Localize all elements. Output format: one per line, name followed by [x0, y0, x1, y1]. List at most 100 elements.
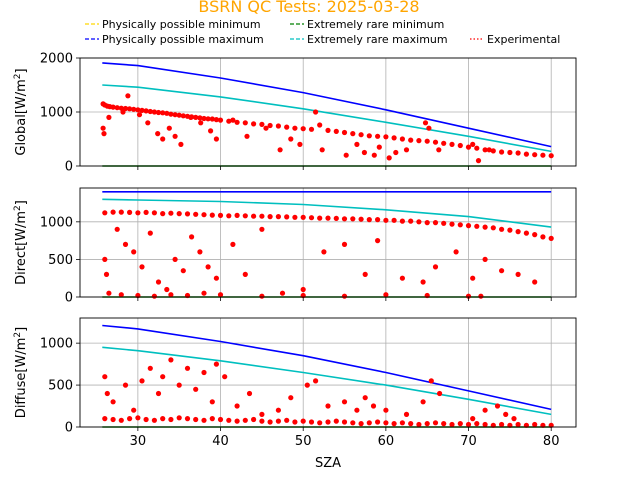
data-point — [474, 145, 480, 151]
data-point — [297, 141, 303, 147]
data-point — [251, 121, 257, 127]
data-point — [333, 128, 339, 134]
y-tick-label: 0 — [65, 160, 73, 175]
experimental-points — [102, 357, 554, 428]
data-point — [230, 241, 236, 247]
data-point — [548, 235, 554, 241]
data-point — [201, 290, 207, 296]
legend-label: Extremely rare minimum — [307, 18, 444, 31]
data-point — [532, 421, 538, 428]
legend-label: Physically possible maximum — [102, 33, 264, 46]
data-point — [325, 215, 331, 221]
data-point — [147, 365, 153, 371]
data-point — [370, 403, 377, 409]
data-point — [383, 134, 389, 140]
data-point — [503, 411, 509, 417]
data-point — [102, 210, 108, 216]
data-point — [139, 107, 145, 113]
data-point — [275, 407, 281, 413]
data-point — [358, 216, 364, 222]
data-point — [131, 407, 137, 413]
data-point — [511, 416, 517, 422]
data-point — [313, 378, 319, 384]
data-point — [193, 386, 199, 392]
data-point — [375, 419, 381, 425]
data-point — [151, 293, 157, 299]
y-tick-label: 0 — [65, 421, 73, 436]
data-point — [275, 418, 281, 424]
data-point — [321, 249, 327, 255]
data-point — [424, 421, 430, 427]
data-point — [110, 209, 116, 215]
data-point — [131, 106, 137, 112]
data-point — [168, 416, 174, 423]
series-line-extremely-rare-maximum — [102, 198, 552, 228]
data-point — [213, 361, 219, 367]
data-point — [284, 124, 290, 130]
data-point — [275, 214, 281, 220]
data-point — [176, 211, 182, 217]
data-point — [540, 152, 546, 158]
data-point — [292, 125, 298, 131]
data-point — [304, 382, 310, 388]
panel-diffuse: 0 500 1000 30 40 50 60 70 80 Diffuse[W/m2] SZA — [13, 317, 577, 471]
data-point — [308, 419, 315, 425]
data-point — [172, 256, 178, 262]
data-point — [118, 417, 124, 423]
data-point — [147, 108, 153, 115]
data-point — [251, 416, 257, 423]
data-point — [475, 158, 482, 164]
data-point — [217, 117, 224, 123]
data-point — [263, 125, 269, 131]
x-tick-label: 30 — [130, 434, 147, 449]
data-point — [155, 131, 161, 137]
data-point — [217, 416, 224, 423]
data-point — [366, 133, 372, 139]
data-point — [242, 213, 248, 219]
data-point — [176, 112, 182, 118]
data-point — [507, 227, 513, 233]
y-tick-label: 1000 — [40, 215, 73, 230]
data-point — [135, 107, 141, 113]
data-point — [391, 421, 397, 427]
data-point — [151, 417, 157, 423]
data-point — [234, 119, 240, 125]
data-point — [208, 128, 214, 134]
data-point — [441, 421, 447, 427]
y-tick-label: 1000 — [40, 337, 73, 352]
y-tick-label: 0 — [65, 291, 73, 306]
data-point — [457, 142, 463, 149]
data-point — [499, 421, 505, 428]
y-tick-label: 1000 — [40, 106, 73, 121]
data-point — [106, 290, 112, 296]
legend-item: Experimental — [470, 33, 560, 46]
data-point — [457, 222, 463, 228]
data-point — [184, 365, 191, 371]
data-point — [127, 209, 133, 215]
data-point — [341, 216, 348, 222]
y-tick-label: 500 — [48, 253, 73, 268]
data-point — [465, 223, 472, 229]
data-point — [155, 109, 162, 116]
data-point — [122, 241, 129, 247]
axes-frame — [79, 187, 577, 298]
data-point — [449, 421, 455, 428]
data-point — [234, 212, 240, 218]
data-point — [143, 416, 149, 423]
data-point — [300, 286, 306, 293]
data-point — [540, 234, 546, 240]
data-point — [267, 419, 273, 425]
data-point — [230, 117, 236, 123]
data-point — [209, 416, 215, 422]
data-point — [246, 390, 253, 397]
data-point — [371, 152, 377, 158]
data-point — [424, 220, 430, 226]
data-point — [189, 234, 195, 240]
data-point — [532, 232, 538, 238]
data-point — [482, 407, 488, 413]
data-point — [532, 152, 538, 158]
data-point — [102, 374, 108, 380]
data-point — [432, 220, 439, 226]
chart-title: BSRN QC Tests: 2025-03-28 — [198, 0, 419, 16]
data-point — [267, 214, 273, 220]
